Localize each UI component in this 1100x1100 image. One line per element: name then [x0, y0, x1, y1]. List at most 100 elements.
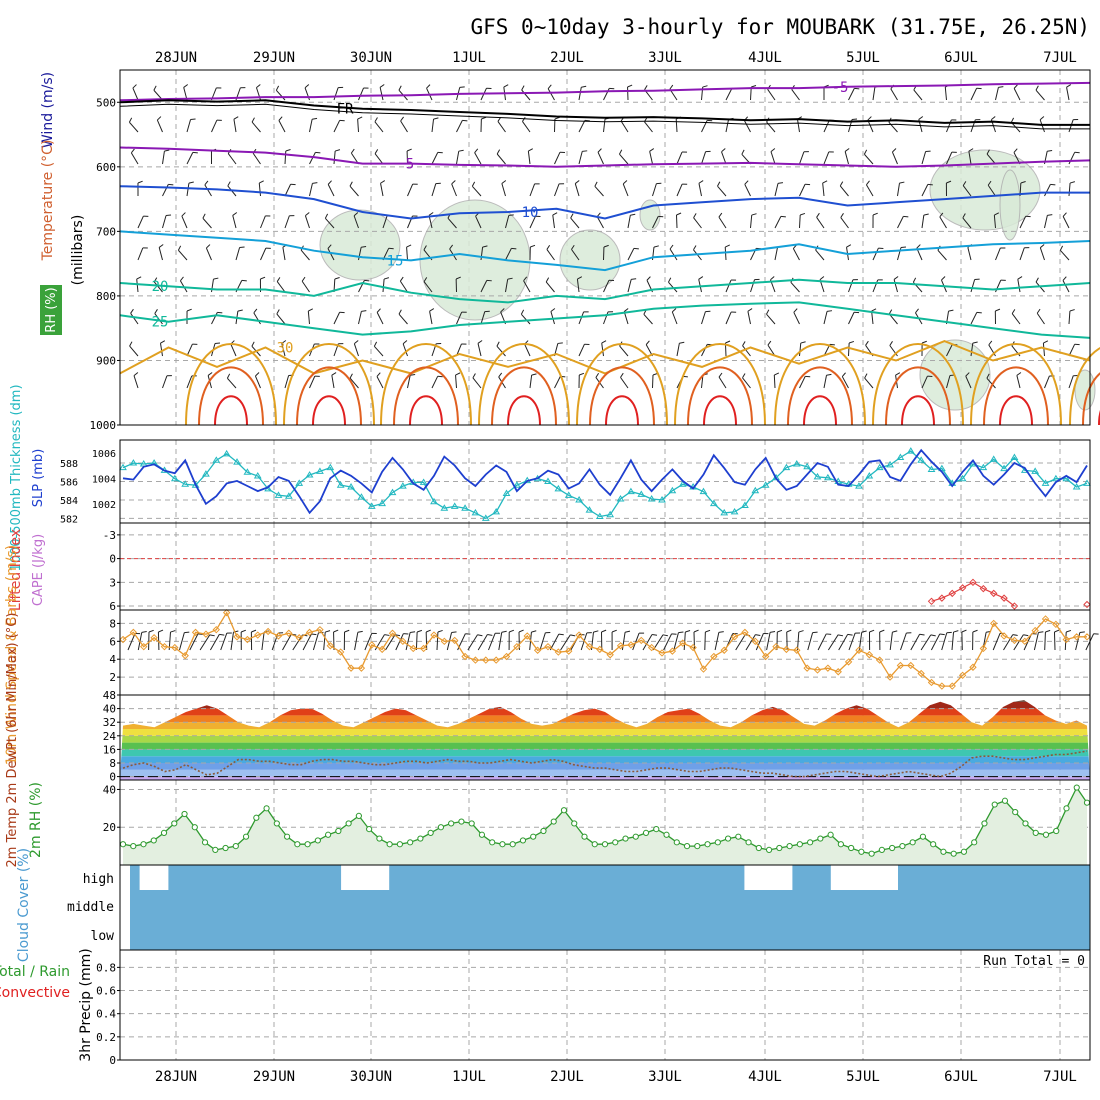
- wind-barb: [848, 342, 850, 357]
- wind-barb: [683, 632, 686, 651]
- rh-point: [314, 837, 321, 844]
- rh-point: [950, 850, 957, 857]
- wind-speed-point: [741, 628, 749, 637]
- wind-barb: [154, 313, 163, 325]
- bottom-date-label: 30JUN: [350, 1069, 392, 1085]
- wind-barb: [505, 248, 512, 261]
- wind-barb-flag: [188, 181, 194, 184]
- wind-barb: [946, 344, 953, 357]
- wind-barb-flag: [253, 308, 258, 314]
- thickness-point: [222, 449, 231, 457]
- wind-barb-flag: [354, 340, 359, 345]
- wind-barb: [162, 375, 168, 389]
- wind-barb-flag: [994, 212, 1000, 216]
- wind-barb: [323, 632, 326, 651]
- wind-barb-flag: [305, 212, 310, 217]
- wind-barb-flag: [327, 180, 332, 185]
- surface-isotherm: [803, 395, 837, 426]
- rh-point: [1042, 831, 1050, 838]
- isotherm-label: 30: [277, 341, 294, 357]
- wind-barb: [817, 633, 827, 651]
- rh-legend-swatch: [40, 285, 62, 335]
- rh-point: [355, 812, 362, 819]
- rh-point: [971, 839, 978, 846]
- wind-barb-flag: [177, 245, 182, 251]
- rh-point: [601, 841, 609, 848]
- panel-axis-label: (millibars): [70, 215, 86, 286]
- wind-barb: [456, 151, 460, 165]
- wind-barb: [130, 152, 139, 165]
- wind-barb: [603, 311, 609, 325]
- bottom-date-label: 7JUL: [1043, 1069, 1077, 1085]
- wind-barb: [358, 87, 364, 101]
- wind-barb-flag: [863, 149, 868, 155]
- wind-barb: [545, 281, 555, 293]
- wind-barb: [1075, 632, 1081, 651]
- wind-barb-flag: [774, 372, 780, 376]
- wind-barb-flag: [406, 244, 412, 248]
- wind-barb-flag: [240, 629, 247, 633]
- wind-barb-flag: [333, 629, 339, 633]
- y-tick-label: 0.8: [96, 961, 116, 974]
- wind-barb-flag: [846, 244, 852, 248]
- y-tick-label: 20: [103, 821, 116, 834]
- rh-point: [253, 814, 260, 821]
- y-tick-label: 600: [96, 161, 116, 174]
- wind-barb: [988, 344, 996, 357]
- lifted-index-point: [1083, 600, 1091, 609]
- wind-barb: [301, 280, 310, 293]
- wind-barb: [742, 345, 751, 357]
- wind-barb: [1036, 312, 1045, 325]
- wind-barb-flag: [183, 84, 189, 88]
- wind-barb: [477, 343, 482, 357]
- rh-point: [560, 807, 568, 814]
- wind-barb: [872, 87, 876, 101]
- wind-barb: [1033, 632, 1039, 651]
- wind-barb: [946, 375, 951, 389]
- wind-barb: [652, 216, 659, 229]
- wind-barb-flag: [376, 372, 381, 377]
- wind-barb-flag: [816, 212, 820, 218]
- wind-barb: [324, 217, 335, 229]
- wind-barb: [233, 119, 237, 133]
- wind-barb: [767, 89, 776, 101]
- wind-barb: [554, 152, 561, 165]
- isotherm-label: 20: [152, 279, 169, 295]
- wind-barb-flag: [520, 309, 525, 315]
- wind-barb: [970, 343, 974, 357]
- wind-speed-point: [637, 636, 645, 645]
- wind-barb: [676, 151, 683, 165]
- wind-barb: [137, 215, 144, 229]
- wind-barb-flag: [531, 373, 537, 376]
- wind-barb-flag: [786, 629, 792, 633]
- wind-barb: [848, 632, 856, 651]
- wind-barb: [505, 215, 510, 229]
- panel-frame: [119, 69, 1091, 426]
- wind-barb-flag: [472, 373, 476, 379]
- wind-barb-flag: [840, 213, 844, 218]
- wind-barb-flag: [508, 214, 514, 216]
- wind-barb: [546, 249, 555, 261]
- wind-barb: [791, 89, 800, 101]
- wind-barb: [178, 249, 188, 261]
- wind-barb-flag: [822, 180, 828, 184]
- wind-barb: [823, 151, 830, 165]
- wind-barb: [921, 215, 925, 229]
- wind-barb: [841, 376, 849, 389]
- wind-barb-flag: [693, 629, 699, 633]
- wind-barb: [560, 634, 571, 651]
- wind-barb: [774, 183, 779, 197]
- wind-barb: [261, 632, 265, 651]
- wind-barb-flag: [676, 212, 682, 216]
- wind-barb: [529, 215, 536, 229]
- rh-point: [530, 833, 537, 840]
- panel-slp-thickness: 582 584 586 588 1002 1004 1006 1000-500mb Thick…: [9, 384, 1091, 572]
- wind-barb: [864, 153, 874, 165]
- wind-barb-flag: [596, 212, 601, 217]
- isotherm-label: FR: [337, 102, 354, 118]
- wind-barb-flag: [148, 629, 154, 633]
- panel-axis-label: CAPE (J/kg): [31, 534, 46, 606]
- wind-barb: [480, 311, 486, 325]
- wind-barb: [456, 311, 463, 325]
